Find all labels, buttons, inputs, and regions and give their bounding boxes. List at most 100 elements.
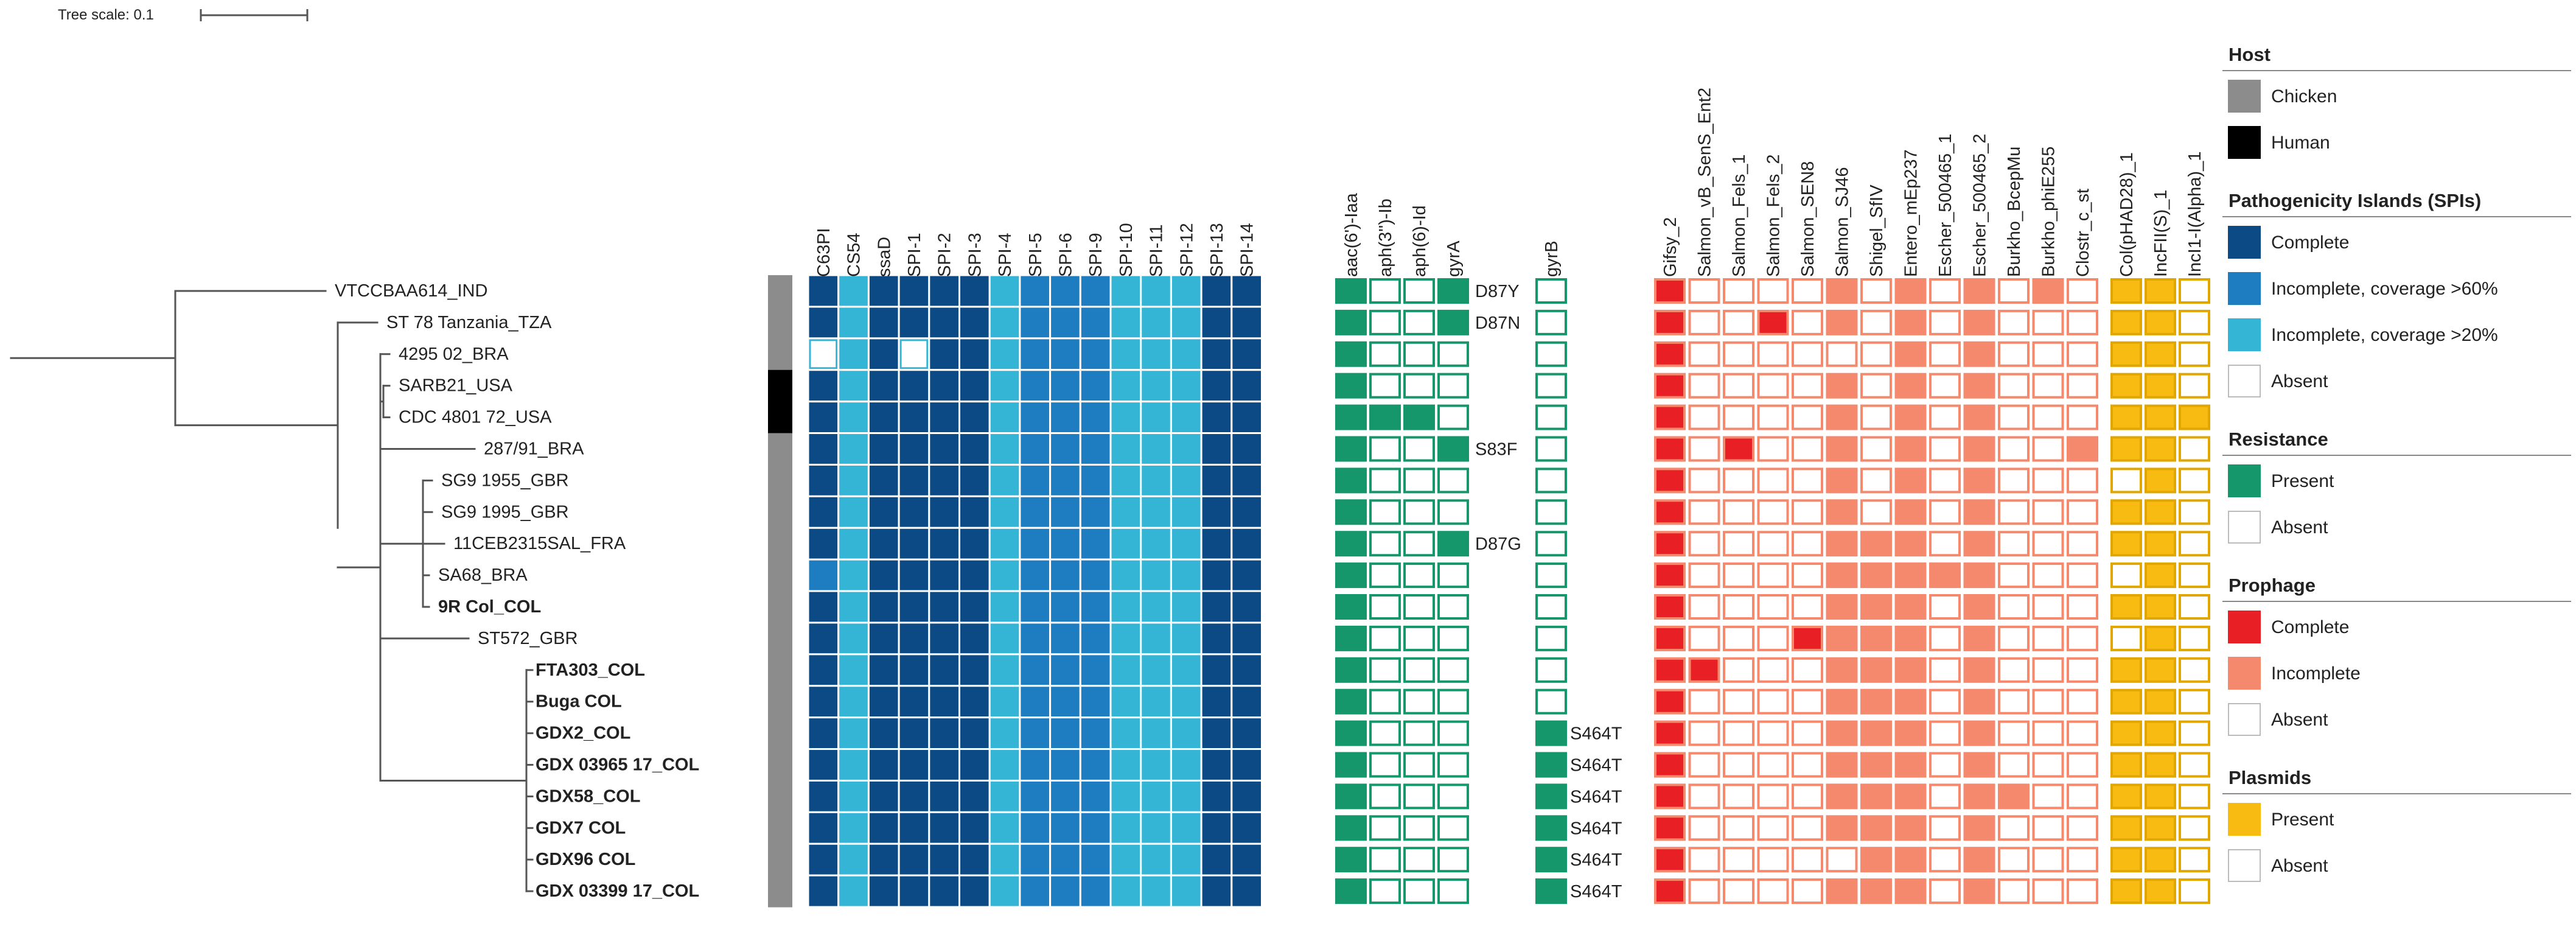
spi-cell bbox=[928, 685, 961, 719]
spi-cell bbox=[867, 621, 900, 656]
prophage-cell bbox=[1929, 499, 1961, 525]
spi-cell bbox=[1019, 401, 1052, 435]
spi-cell bbox=[807, 842, 840, 877]
spi-cell bbox=[928, 369, 961, 403]
prophage-cell bbox=[2032, 688, 2064, 715]
prophage-cell bbox=[1894, 688, 1927, 715]
resistance-cell bbox=[1403, 878, 1435, 905]
spi-cell bbox=[837, 685, 870, 719]
spi-cell bbox=[1140, 779, 1172, 813]
spi-cell bbox=[1019, 748, 1052, 782]
spi-cell bbox=[807, 432, 840, 466]
prophage-cell bbox=[1894, 309, 1927, 335]
resistance-cell bbox=[1369, 878, 1401, 905]
prophage-cell bbox=[1654, 688, 1686, 715]
spi-cell bbox=[958, 874, 991, 908]
spi-cell bbox=[1049, 495, 1081, 529]
spi-cell bbox=[1049, 558, 1081, 592]
resistance-cell bbox=[1403, 847, 1435, 873]
column-header: SPI-10 bbox=[1117, 223, 1136, 277]
prophage-cell bbox=[1792, 657, 1823, 683]
prophage-cell bbox=[1998, 625, 2030, 651]
prophage-cell bbox=[1654, 467, 1686, 494]
spi-cell bbox=[1109, 779, 1142, 813]
prophage-cell bbox=[1688, 404, 1720, 430]
spi-cell bbox=[1079, 842, 1112, 877]
spi-cell bbox=[1140, 369, 1172, 403]
spi-cell bbox=[1140, 495, 1172, 529]
spi-cell bbox=[807, 685, 840, 719]
prophage-cell bbox=[1929, 562, 1961, 589]
prophage-cell bbox=[1654, 404, 1686, 430]
host-cell bbox=[768, 622, 792, 655]
prophage-cell bbox=[1894, 720, 1927, 746]
spi-cell bbox=[1230, 590, 1263, 624]
spi-cell bbox=[1049, 716, 1081, 751]
prophage-cell bbox=[1826, 657, 1858, 683]
spi-cell bbox=[928, 621, 961, 656]
spi-cell bbox=[807, 558, 840, 592]
gyrB-mutation-label: S464T bbox=[1570, 819, 1622, 838]
spi-cell bbox=[1079, 748, 1112, 782]
resistance-cell bbox=[1369, 752, 1401, 778]
spi-cell bbox=[1200, 306, 1233, 340]
spi-cell bbox=[1109, 495, 1142, 529]
spi-cell bbox=[1230, 874, 1263, 908]
gyrB-mutation-label: S464T bbox=[1570, 787, 1622, 807]
plasmid-cell bbox=[2179, 847, 2210, 873]
taxon-label: 11CEB2315SAL_FRA bbox=[453, 534, 626, 553]
resistance-cell bbox=[1403, 531, 1435, 557]
plasmid-cell bbox=[2145, 625, 2176, 651]
spi-cell bbox=[1200, 874, 1233, 908]
prophage-cell bbox=[1654, 562, 1686, 589]
prophage-cell bbox=[1757, 815, 1789, 841]
gyrB-cell bbox=[1535, 594, 1567, 620]
resistance-cell bbox=[1335, 594, 1367, 620]
host-cell bbox=[768, 812, 792, 844]
prophage-cell bbox=[1723, 467, 1754, 494]
spi-cell bbox=[1049, 621, 1081, 656]
spi-cell bbox=[1140, 653, 1172, 687]
plasmid-cell bbox=[2110, 531, 2142, 557]
prophage-cell bbox=[1792, 625, 1823, 651]
prophage-cell bbox=[2032, 657, 2064, 683]
prophage-cell bbox=[2067, 657, 2098, 683]
prophage-cell bbox=[1723, 815, 1754, 841]
spi-cell bbox=[1109, 274, 1142, 308]
legend-title: Plasmids bbox=[2229, 767, 2311, 788]
host-cell bbox=[768, 464, 792, 497]
gyrA-mutation-label: S83F bbox=[1475, 440, 1517, 460]
resistance-cell bbox=[1369, 847, 1401, 873]
gyrB-mutation-label: S464T bbox=[1570, 882, 1622, 901]
spi-cell bbox=[1200, 527, 1233, 561]
prophage-cell bbox=[2032, 878, 2064, 905]
spi-cell bbox=[1079, 463, 1112, 497]
spi-cell bbox=[1200, 337, 1233, 371]
spi-cell bbox=[1170, 558, 1202, 592]
legend-swatch bbox=[2228, 611, 2261, 643]
spi-cell bbox=[1170, 842, 1202, 877]
prophage-cell bbox=[1792, 815, 1823, 841]
plasmid-cell bbox=[2145, 404, 2176, 430]
spi-cell bbox=[1019, 716, 1052, 751]
spi-cell bbox=[1079, 432, 1112, 466]
prophage-cell bbox=[2032, 404, 2064, 430]
prophage-cell bbox=[1792, 467, 1823, 494]
taxon-label: FTA303_COL bbox=[536, 660, 645, 680]
prophage-cell bbox=[1654, 752, 1686, 778]
spi-cell bbox=[958, 369, 991, 403]
spi-cell bbox=[1230, 306, 1263, 340]
prophage-cell bbox=[1723, 625, 1754, 651]
taxon-label: ST 78 Tanzania_TZA bbox=[386, 313, 552, 332]
spi-cell bbox=[1019, 685, 1052, 719]
resistance-cell bbox=[1403, 436, 1435, 462]
plasmid-cell bbox=[2145, 815, 2176, 841]
prophage-cell bbox=[1688, 625, 1720, 651]
prophage-cell bbox=[1723, 752, 1754, 778]
plasmid-cell bbox=[2145, 562, 2176, 589]
resistance-cell bbox=[1335, 278, 1367, 304]
spi-cell bbox=[988, 306, 1021, 340]
spi-cell bbox=[1170, 685, 1202, 719]
prophage-cell bbox=[2067, 688, 2098, 715]
resistance-cell bbox=[1369, 278, 1401, 304]
